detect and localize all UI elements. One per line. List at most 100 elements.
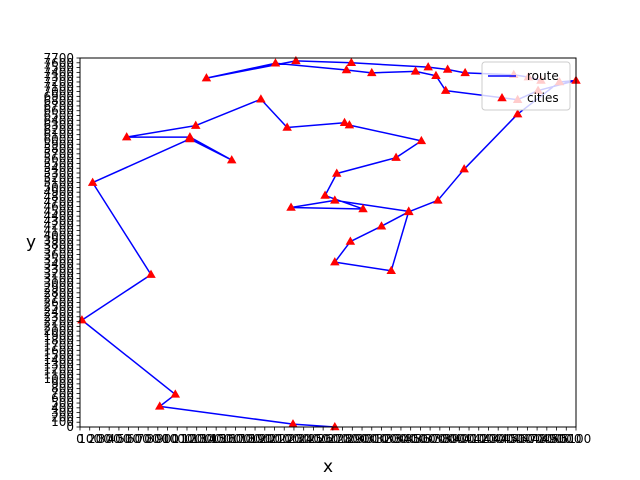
x-tick-label: 500 bbox=[117, 432, 140, 446]
y-tick-label: 6800 bbox=[43, 94, 74, 108]
city-marker bbox=[185, 132, 195, 141]
city-marker bbox=[330, 257, 340, 266]
legend-route-label: route bbox=[527, 69, 559, 83]
y-tick-label: 4900 bbox=[43, 185, 74, 199]
y-tick-label: 300 bbox=[51, 406, 74, 420]
x-tick-label: 4900 bbox=[541, 432, 572, 446]
x-tick-label: 4700 bbox=[522, 432, 553, 446]
city-marker bbox=[367, 67, 377, 77]
y-tick-label: 2100 bbox=[43, 319, 74, 333]
y-tick-label: 3100 bbox=[43, 271, 74, 285]
x-tick-label: 1500 bbox=[211, 432, 242, 446]
y-tick-label: 5100 bbox=[43, 176, 74, 190]
x-tick-label: 1400 bbox=[201, 432, 232, 446]
y-tick-label: 2500 bbox=[43, 300, 74, 314]
y-tick-label: 5200 bbox=[43, 171, 74, 185]
y-tick-label: 700 bbox=[51, 386, 74, 400]
ticks-layer: 0100200300400500600700800900100011001200… bbox=[43, 51, 591, 446]
y-tick-label: 7500 bbox=[43, 61, 74, 75]
y-tick-label: 7200 bbox=[43, 75, 74, 89]
city-marker bbox=[344, 120, 355, 129]
x-tick-label: 3700 bbox=[425, 432, 456, 446]
y-tick-label: 6000 bbox=[43, 132, 74, 146]
y-tick-label: 4800 bbox=[43, 190, 74, 204]
city-marker bbox=[346, 57, 357, 67]
city-marker bbox=[512, 109, 523, 118]
y-tick-label: 3400 bbox=[43, 257, 74, 271]
y-tick-label: 1800 bbox=[43, 334, 74, 348]
y-tick-label: 3600 bbox=[43, 247, 74, 261]
y-tick-label: 5000 bbox=[43, 180, 74, 194]
city-marker bbox=[433, 195, 443, 204]
x-tick-label: 4400 bbox=[493, 432, 524, 446]
x-tick-label: 1700 bbox=[230, 432, 261, 446]
city-marker bbox=[376, 221, 387, 230]
y-tick-label: 2000 bbox=[43, 324, 74, 338]
y-tick-label: 4500 bbox=[43, 204, 74, 218]
y-tick-label: 6200 bbox=[43, 123, 74, 137]
city-marker bbox=[270, 58, 281, 67]
x-tick-label: 5000 bbox=[551, 432, 582, 446]
x-tick-label: 2700 bbox=[327, 432, 358, 446]
y-tick-label: 7100 bbox=[43, 80, 74, 94]
y-tick-label: 3700 bbox=[43, 243, 74, 257]
y-tick-label: 1400 bbox=[43, 353, 74, 367]
y-tick-label: 2600 bbox=[43, 295, 74, 309]
y-tick-label: 6400 bbox=[43, 113, 74, 127]
x-tick-label: 2800 bbox=[337, 432, 368, 446]
y-tick-label: 2400 bbox=[43, 305, 74, 319]
y-tick-label: 2200 bbox=[43, 315, 74, 329]
x-tick-label: 3600 bbox=[415, 432, 446, 446]
city-marker bbox=[170, 389, 181, 398]
y-tick-label: 5400 bbox=[43, 161, 74, 175]
x-tick-label: 2300 bbox=[288, 432, 319, 446]
city-marker bbox=[154, 401, 165, 410]
x-tick-label: 4300 bbox=[483, 432, 514, 446]
legend-cities-label: cities bbox=[527, 91, 559, 105]
city-marker bbox=[282, 122, 292, 131]
y-tick-label: 4600 bbox=[43, 200, 74, 214]
y-tick-label: 7600 bbox=[43, 56, 74, 70]
x-tick-label: 4000 bbox=[454, 432, 485, 446]
y-tick-label: 4700 bbox=[43, 195, 74, 209]
city-marker bbox=[423, 62, 433, 71]
y-tick-label: 600 bbox=[51, 391, 74, 405]
y-tick-label: 4300 bbox=[43, 214, 74, 228]
y-tick-label: 800 bbox=[51, 382, 74, 396]
city-marker bbox=[190, 120, 201, 129]
y-tick-label: 2300 bbox=[43, 310, 74, 324]
x-tick-label: 1000 bbox=[162, 432, 193, 446]
x-axis-label: x bbox=[323, 457, 333, 477]
y-tick-label: 0 bbox=[66, 420, 74, 434]
x-tick-label: 300 bbox=[98, 432, 121, 446]
city-marker bbox=[330, 195, 340, 204]
x-tick-label: 4800 bbox=[532, 432, 563, 446]
city-marker bbox=[442, 64, 453, 73]
y-tick-label: 2800 bbox=[43, 286, 74, 300]
y-tick-label: 3800 bbox=[43, 238, 74, 252]
city-marker bbox=[345, 236, 356, 245]
y-tick-label: 900 bbox=[51, 377, 74, 391]
y-tick-label: 1600 bbox=[43, 343, 74, 357]
x-tick-label: 1300 bbox=[191, 432, 222, 446]
y-tick-label: 6500 bbox=[43, 109, 74, 123]
city-marker bbox=[291, 55, 301, 65]
y-tick-label: 5300 bbox=[43, 166, 74, 180]
y-tick-label: 3500 bbox=[43, 252, 74, 266]
x-tick-label: 2100 bbox=[269, 432, 300, 446]
x-tick-label: 2000 bbox=[259, 432, 290, 446]
x-tick-label: 800 bbox=[146, 432, 169, 446]
city-marker bbox=[286, 202, 296, 211]
y-tick-label: 2900 bbox=[43, 281, 74, 295]
x-tick-label: 100 bbox=[78, 432, 101, 446]
x-tick-label: 4100 bbox=[463, 432, 494, 446]
x-tick-label: 3800 bbox=[434, 432, 465, 446]
city-marker bbox=[339, 117, 350, 126]
x-tick-label: 1600 bbox=[220, 432, 251, 446]
y-tick-label: 1000 bbox=[43, 372, 74, 386]
y-tick-label: 400 bbox=[51, 401, 74, 415]
city-marker bbox=[403, 206, 414, 216]
x-tick-label: 4600 bbox=[512, 432, 543, 446]
y-tick-label: 2700 bbox=[43, 291, 74, 305]
